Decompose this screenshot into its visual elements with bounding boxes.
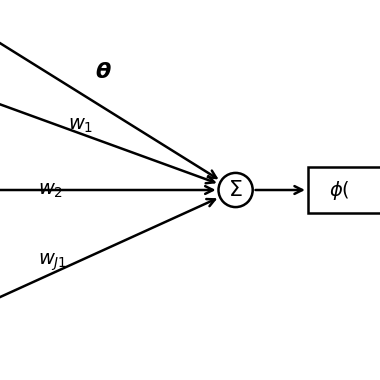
Text: $w_2$: $w_2$	[38, 180, 63, 200]
Text: $w_1$: $w_1$	[68, 116, 94, 135]
Text: $\boldsymbol{\theta}$: $\boldsymbol{\theta}$	[95, 62, 112, 82]
Text: $w_{J1}$: $w_{J1}$	[38, 252, 67, 273]
Circle shape	[218, 173, 253, 207]
Bar	[308, 167, 380, 213]
Text: $\Sigma$: $\Sigma$	[228, 180, 243, 200]
Text: $\phi($: $\phi($	[329, 179, 350, 201]
